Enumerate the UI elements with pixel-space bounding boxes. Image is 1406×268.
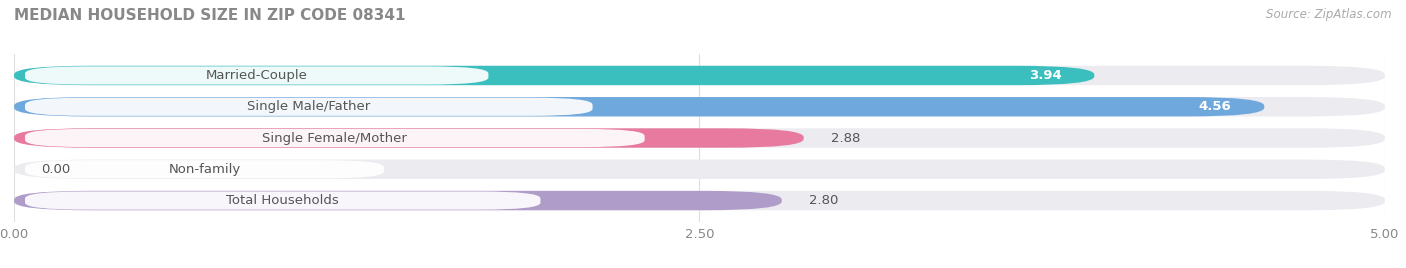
Text: 3.94: 3.94 bbox=[1029, 69, 1062, 82]
FancyBboxPatch shape bbox=[14, 191, 782, 210]
Text: 2.80: 2.80 bbox=[810, 194, 838, 207]
FancyBboxPatch shape bbox=[14, 97, 1264, 116]
FancyBboxPatch shape bbox=[25, 160, 384, 178]
FancyBboxPatch shape bbox=[14, 66, 1094, 85]
Text: 2.88: 2.88 bbox=[831, 132, 860, 144]
Text: Single Male/Father: Single Male/Father bbox=[247, 100, 370, 113]
FancyBboxPatch shape bbox=[25, 66, 488, 85]
Text: MEDIAN HOUSEHOLD SIZE IN ZIP CODE 08341: MEDIAN HOUSEHOLD SIZE IN ZIP CODE 08341 bbox=[14, 8, 405, 23]
FancyBboxPatch shape bbox=[14, 191, 1385, 210]
Text: Source: ZipAtlas.com: Source: ZipAtlas.com bbox=[1267, 8, 1392, 21]
FancyBboxPatch shape bbox=[25, 129, 644, 147]
FancyBboxPatch shape bbox=[14, 128, 804, 148]
FancyBboxPatch shape bbox=[14, 66, 1385, 85]
FancyBboxPatch shape bbox=[14, 159, 1385, 179]
Text: Total Households: Total Households bbox=[226, 194, 339, 207]
FancyBboxPatch shape bbox=[25, 191, 540, 210]
FancyBboxPatch shape bbox=[14, 97, 1385, 116]
FancyBboxPatch shape bbox=[25, 98, 592, 116]
Text: Non-family: Non-family bbox=[169, 163, 240, 176]
Text: 4.56: 4.56 bbox=[1199, 100, 1232, 113]
Text: Married-Couple: Married-Couple bbox=[205, 69, 308, 82]
Text: 0.00: 0.00 bbox=[42, 163, 70, 176]
Text: Single Female/Mother: Single Female/Mother bbox=[263, 132, 408, 144]
FancyBboxPatch shape bbox=[14, 128, 1385, 148]
